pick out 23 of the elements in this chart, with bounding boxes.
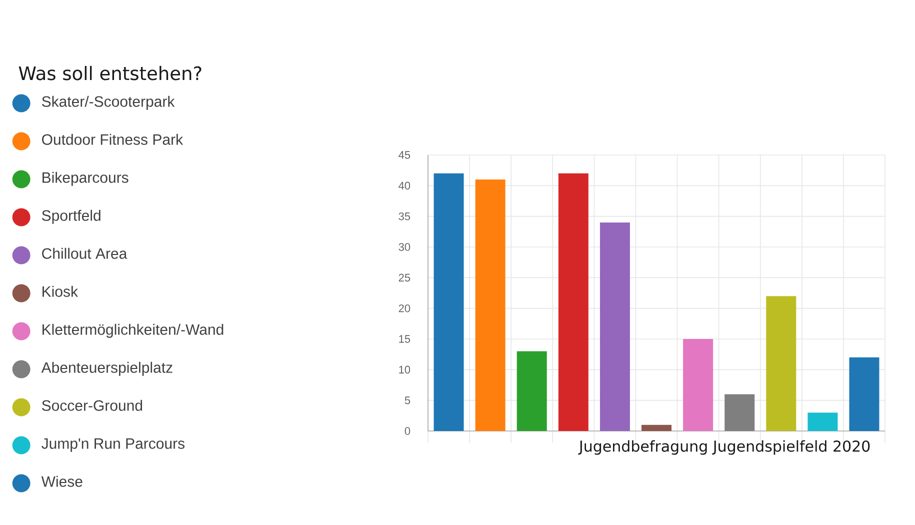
y-tick-label: 5 xyxy=(404,396,410,404)
legend-label: Wiese xyxy=(41,476,82,487)
y-tick-label: 40 xyxy=(398,182,410,190)
y-tick-label: 25 xyxy=(398,274,410,282)
legend-label: Klettermöglichkeiten/-Wand xyxy=(42,324,224,338)
legend-label: Bikeparcours xyxy=(42,172,128,186)
y-tick-label: 10 xyxy=(399,366,410,374)
legend-label: Skater/-Scooterpark xyxy=(42,96,175,110)
y-tick-label: 45 xyxy=(398,151,410,159)
legend-label: Kiosk xyxy=(42,286,78,297)
y-tick-label: 0 xyxy=(404,427,410,435)
legend-label: Abenteuerspielplatz xyxy=(41,362,172,376)
legend-label: Sportfeld xyxy=(42,210,100,224)
y-tick-label: 30 xyxy=(398,243,410,251)
y-tick-label: 20 xyxy=(398,304,410,312)
y-tick-label: 35 xyxy=(398,212,410,220)
legend-label: Soccer-Ground xyxy=(42,400,142,411)
legend-title: Was soll entstehen? xyxy=(18,66,202,80)
legend-label: Jump'n Run Parcours xyxy=(42,438,185,452)
x-axis-title: Jugendbefragung Jugendspielfeld 2020 xyxy=(578,440,870,455)
legend-label: Outdoor Fitness Park xyxy=(42,134,184,145)
y-tick-label: 15 xyxy=(399,335,410,343)
legend-label: Chillout Area xyxy=(42,248,128,259)
